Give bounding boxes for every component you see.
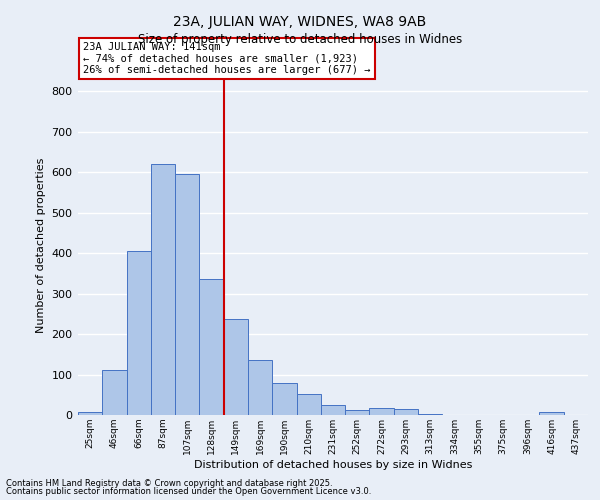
- Bar: [224, 319, 248, 415]
- Bar: [321, 405, 345, 415]
- Bar: [272, 384, 296, 415]
- Y-axis label: Number of detached properties: Number of detached properties: [36, 158, 46, 332]
- Text: Contains public sector information licensed under the Open Government Licence v3: Contains public sector information licen…: [6, 487, 371, 496]
- Text: 23A, JULIAN WAY, WIDNES, WA8 9AB: 23A, JULIAN WAY, WIDNES, WA8 9AB: [173, 15, 427, 29]
- X-axis label: Distribution of detached houses by size in Widnes: Distribution of detached houses by size …: [194, 460, 472, 469]
- Bar: [394, 409, 418, 415]
- Bar: [151, 164, 175, 415]
- Bar: [102, 370, 127, 415]
- Bar: [539, 412, 564, 415]
- Bar: [296, 394, 321, 415]
- Bar: [418, 414, 442, 415]
- Text: 23A JULIAN WAY: 141sqm
← 74% of detached houses are smaller (1,923)
26% of semi-: 23A JULIAN WAY: 141sqm ← 74% of detached…: [83, 42, 371, 75]
- Text: Size of property relative to detached houses in Widnes: Size of property relative to detached ho…: [138, 32, 462, 46]
- Bar: [248, 360, 272, 415]
- Bar: [127, 251, 151, 415]
- Bar: [370, 408, 394, 415]
- Bar: [78, 412, 102, 415]
- Bar: [199, 278, 224, 415]
- Bar: [345, 410, 370, 415]
- Text: Contains HM Land Registry data © Crown copyright and database right 2025.: Contains HM Land Registry data © Crown c…: [6, 478, 332, 488]
- Bar: [175, 174, 199, 415]
